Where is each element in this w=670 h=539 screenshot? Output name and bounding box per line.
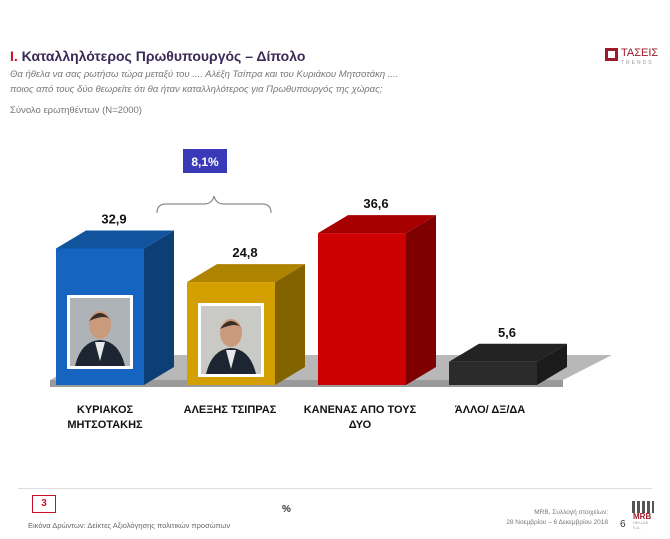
bar-top-mitsotakis bbox=[56, 230, 174, 249]
logo-tag: TRENDS bbox=[621, 60, 654, 66]
bar-none bbox=[318, 233, 406, 385]
category-label-other: ΆΛΛΟ/ ΔΞ/ΔΑ bbox=[454, 404, 526, 416]
value-label-mitsotakis: 32,9 bbox=[101, 211, 126, 226]
category-label-tsipras: ΑΛΕΞΗΣ ΤΣΙΠΡΑΣ bbox=[183, 404, 277, 416]
value-label-tsipras: 24,8 bbox=[232, 245, 257, 260]
source-note: MRB, Συλλογή στοιχείων: 28 Νοεμβρίου – 6… bbox=[506, 508, 608, 528]
footer-divider bbox=[18, 488, 652, 489]
title-text: Καταλληλότερος Πρωθυπουργός – Δίπολο bbox=[21, 48, 306, 64]
bar-side-mitsotakis bbox=[144, 230, 174, 385]
bar-side-none bbox=[406, 215, 436, 385]
portrait-shirt-mitsotakis bbox=[95, 342, 105, 361]
page-number: 6 bbox=[620, 519, 626, 530]
title-number: I. bbox=[10, 48, 18, 64]
question-line-1: Θα ήθελα να σας ρωτήσω τώρα μεταξύ του .… bbox=[10, 69, 399, 80]
category-label-mitsotakis: ΚΥΡΙΑΚΟΣ ΜΗΤΣΟΤΑΚΗΣ bbox=[67, 404, 143, 431]
bar-top-none bbox=[318, 215, 436, 234]
section-page-box: 3 bbox=[32, 495, 56, 513]
logo-mark-icon bbox=[605, 48, 618, 61]
difference-box bbox=[183, 149, 227, 173]
value-label-other: 5,6 bbox=[498, 325, 516, 340]
bar-side-other bbox=[537, 343, 567, 385]
mrb-stripes-icon bbox=[632, 501, 654, 513]
bar-other bbox=[449, 361, 537, 385]
footer-title: Εικόνα Δρώντων: Δείκτες Αξιολόγησης πολι… bbox=[28, 521, 231, 530]
mrb-logo-text: MRB bbox=[633, 512, 652, 521]
tasis-logo: ΤΑΣΕΙΣ TRENDS bbox=[605, 47, 659, 67]
page-title: I. Καταλληλότερος Πρωθυπουργός – Δίπολο bbox=[10, 48, 305, 64]
question-line-2: ποιος από τους δύο θεωρείτε ότι θα ήταν … bbox=[10, 84, 383, 95]
logo-word: ΤΑΣΕΙΣ bbox=[621, 47, 659, 59]
value-label-none: 36,6 bbox=[363, 196, 388, 211]
chart-floor-edge bbox=[50, 380, 563, 387]
portrait-shirt-tsipras bbox=[226, 350, 236, 369]
source-line-2: 28 Νοεμβρίου – 6 Δεκεμβρίου 2018 bbox=[506, 519, 608, 526]
mrb-logo: MRB HELLAS S.A. bbox=[632, 501, 654, 530]
unit-percent: % bbox=[282, 504, 291, 515]
bar-top-other bbox=[449, 343, 567, 362]
sample-base: Σύνολο ερωτηθέντων (Ν=2000) bbox=[10, 105, 142, 116]
difference-label: 8,1% bbox=[191, 155, 219, 169]
category-label-none: ΚΑΝΕΝΑΣ ΑΠΟ ΤΟΥΣ ΔΥΟ bbox=[303, 404, 417, 431]
portrait-hair-mitsotakis bbox=[89, 313, 111, 321]
bar-top-tsipras bbox=[187, 264, 305, 283]
bar-chart: 32,9 24,8 36,6 5,6 8,1% bbox=[50, 149, 612, 387]
portrait-hair-tsipras bbox=[220, 321, 242, 329]
source-line-1: MRB, Συλλογή στοιχείων: bbox=[534, 509, 608, 516]
mrb-logo-sub: HELLAS S.A. bbox=[633, 520, 649, 530]
bar-side-tsipras bbox=[275, 264, 305, 385]
difference-brace bbox=[156, 195, 272, 214]
